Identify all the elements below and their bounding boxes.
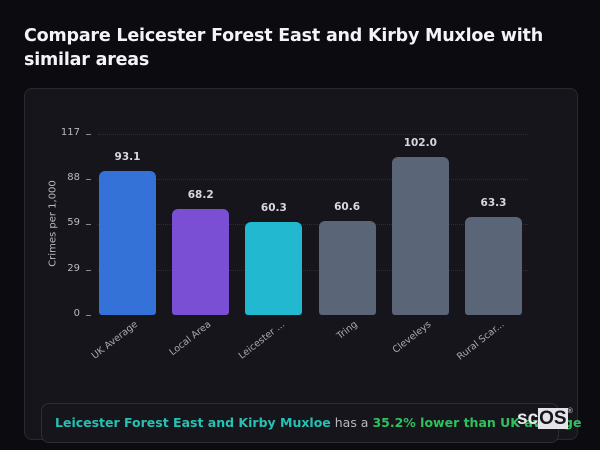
- bar-value-label: 60.3: [260, 201, 287, 214]
- x-tick-label: Tring: [334, 319, 360, 342]
- y-tick-label: 117: [60, 127, 80, 138]
- gridline: [98, 178, 528, 180]
- x-tick-label: Cleveleys: [390, 319, 434, 356]
- x-tick-label: UK Average: [89, 319, 141, 362]
- y-tick-mark: [86, 178, 91, 180]
- y-tick-mark: [86, 315, 91, 316]
- bar-value-label: 102.0: [403, 137, 437, 150]
- bar-tring[interactable]: [318, 221, 376, 315]
- bar-value-label: 63.3: [480, 197, 507, 210]
- bar-rural-scar[interactable]: [465, 217, 522, 315]
- bar-local-area[interactable]: [172, 209, 230, 315]
- gridline: [98, 270, 528, 272]
- y-tick-label: 29: [67, 263, 80, 275]
- gridline: [98, 223, 528, 225]
- bar-cleveleys[interactable]: [391, 157, 449, 315]
- x-tick-label: Local Area: [167, 319, 214, 359]
- bar-value-label: 60.6: [334, 201, 361, 214]
- bar-uk-average[interactable]: [99, 170, 156, 315]
- y-tick-label: 0: [73, 308, 80, 319]
- y-tick-mark: [86, 270, 91, 272]
- logo-text-sc: sc: [517, 408, 539, 429]
- bar-leicester[interactable]: [245, 221, 303, 315]
- comparison-stat: 35.2% lower than UK average: [372, 415, 582, 430]
- gridline: [98, 134, 528, 135]
- summary-banner: Leicester Forest East and Kirby Muxloe h…: [41, 403, 581, 443]
- y-tick-label: 88: [67, 171, 80, 183]
- area-name: Leicester Forest East and Kirby Muxloe: [55, 415, 331, 430]
- summary-text: Leicester Forest East and Kirby Muxloe h…: [55, 415, 581, 430]
- bar-value-label: 93.1: [114, 150, 141, 163]
- x-tick-label: Rural Scar...: [454, 319, 507, 363]
- scos-logo: scOS®: [517, 408, 573, 430]
- summary-connector: has a: [330, 415, 373, 430]
- registered-mark: ®: [567, 408, 573, 415]
- y-tick-mark: [86, 223, 91, 225]
- page-title: Compare Leicester Forest East and Kirby …: [24, 26, 543, 70]
- y-tick-mark: [86, 134, 91, 135]
- logo-text-os: OS: [538, 408, 568, 429]
- bar-value-label: 68.2: [187, 189, 214, 202]
- x-tick-label: Leicester ...: [236, 319, 287, 362]
- y-tick-label: 59: [67, 216, 80, 228]
